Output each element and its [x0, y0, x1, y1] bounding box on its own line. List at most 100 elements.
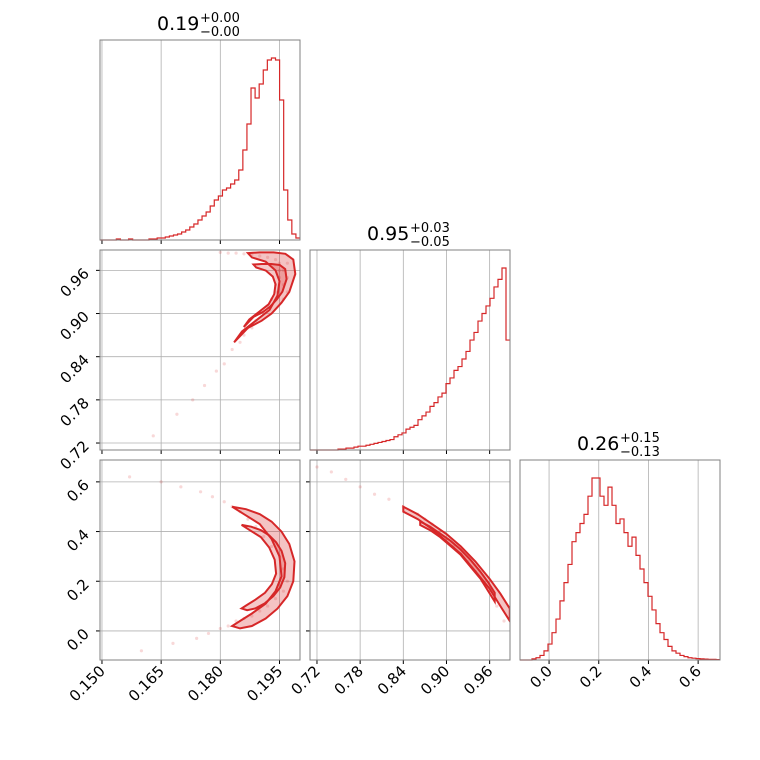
scatter-point: [218, 250, 222, 254]
panel-frame: [99, 39, 301, 241]
histogram-bin: [292, 234, 296, 240]
histogram-bin: [182, 232, 186, 240]
title-upper-error-2: +0.03: [410, 221, 450, 236]
histogram-bin: [414, 425, 418, 450]
panel-frame: [99, 249, 301, 451]
scatter-point: [273, 597, 278, 601]
scatter-point: [281, 589, 286, 593]
density-layer: [151, 250, 297, 438]
histogram-bin: [494, 287, 498, 450]
scatter-point: [285, 579, 289, 583]
scatter-point: [344, 477, 348, 481]
histogram-step-line: [520, 477, 720, 661]
histogram-bin: [466, 351, 470, 450]
scatter-point: [315, 465, 319, 469]
histogram-bin: [227, 188, 231, 240]
histogram-bin: [624, 533, 628, 660]
histogram-bin: [434, 403, 438, 450]
histogram-bin: [390, 440, 394, 450]
scatter-point: [502, 619, 506, 623]
histogram-bin: [628, 546, 632, 660]
histogram-bin: [426, 412, 430, 450]
scatter-point: [171, 641, 175, 645]
panel-hist-param-3: 0.0 0.2 0.4 0.6: [519, 459, 721, 692]
histogram-bin: [214, 200, 218, 240]
histogram-bin: [442, 393, 446, 450]
scatter-point: [226, 251, 230, 255]
histogram-bin: [190, 227, 194, 240]
panel-scatter-param1-param3: 0.150 0.165 0.180 0.195 0.0 0.2 0.4 0.6: [63, 459, 301, 705]
title-value-2: 0.95: [367, 223, 409, 245]
panel-scatter-param1-param2: 0.72 0.78 0.84 0.90 0.96: [56, 249, 301, 473]
histogram-bin: [506, 340, 510, 450]
histogram-step-line: [310, 267, 510, 451]
histogram-bin: [612, 505, 616, 660]
x-tick-label: 0.90: [417, 662, 453, 698]
histogram-bin: [173, 235, 177, 240]
histogram-bin: [284, 190, 288, 240]
scatter-point: [258, 609, 262, 613]
scatter-point: [277, 268, 282, 272]
scatter-point: [387, 497, 391, 501]
x-tick-label: 0.0: [526, 662, 556, 692]
histogram-bin: [288, 220, 292, 240]
histogram-bin: [243, 150, 247, 240]
contour-outer: [229, 505, 296, 630]
scatter-point: [273, 257, 278, 262]
histogram-bin: [470, 340, 474, 450]
scatter-point: [230, 347, 234, 352]
title-upper-error-3: +0.15: [620, 431, 660, 446]
histogram-bin: [454, 370, 458, 450]
histogram-bin: [474, 332, 478, 450]
density-layer: [127, 475, 296, 653]
histogram-bin: [438, 397, 442, 450]
title-lower-error-2: −0.05: [410, 235, 450, 250]
histogram-bin: [576, 533, 580, 660]
y-tick-label: 0.96: [56, 264, 92, 300]
scatter-point: [214, 369, 218, 373]
panel-scatter-param2-param3: 0.72 0.78 0.84 0.90 0.96: [287, 459, 511, 698]
y-tick-label: 0.90: [56, 308, 92, 344]
scatter-point: [210, 495, 215, 499]
histogram-bin: [620, 519, 624, 660]
scatter-point: [226, 624, 230, 628]
x-tick-label: 0.195: [243, 662, 286, 705]
panel-frame: [309, 459, 511, 661]
histogram-bin: [478, 321, 482, 450]
histogram-step-line: [100, 57, 300, 241]
title-param-3: 0.26 +0.15 −0.13: [577, 431, 660, 460]
panel-hist-param-1: [99, 39, 301, 244]
histogram-bin: [263, 70, 267, 240]
scatter-point: [175, 412, 179, 416]
x-tick-label: 0.72: [287, 662, 323, 698]
scatter-point: [269, 544, 274, 549]
title-value-3: 0.26: [577, 433, 619, 455]
y-tick-label: 0.78: [56, 394, 92, 430]
histogram-bin: [255, 98, 259, 240]
scatter-point: [206, 631, 211, 636]
histogram-bin: [202, 216, 206, 240]
y-tick-label: 0.0: [63, 625, 93, 655]
y-tick-label: 0.6: [63, 476, 93, 506]
histogram-bin: [247, 124, 251, 240]
contour-inner: [242, 263, 288, 328]
panel-frame: [99, 459, 301, 661]
histogram-bin: [239, 170, 243, 240]
histogram-bin: [430, 406, 434, 450]
histogram-bin: [276, 60, 280, 240]
y-tick-label: 0.72: [56, 437, 92, 473]
histogram-bin: [462, 359, 466, 450]
scatter-point: [285, 261, 289, 265]
contour-inner: [239, 523, 287, 612]
y-tick-label: 0.2: [63, 575, 93, 605]
histogram-bin: [206, 212, 210, 240]
scatter-point: [250, 614, 254, 618]
scatter-point: [222, 362, 226, 366]
histogram-bin: [498, 279, 502, 450]
histogram-bin: [588, 496, 592, 660]
x-tick-label: 0.78: [331, 662, 367, 698]
histogram-bin: [410, 427, 414, 450]
histogram-bin: [267, 60, 271, 240]
scatter-point: [242, 333, 246, 337]
